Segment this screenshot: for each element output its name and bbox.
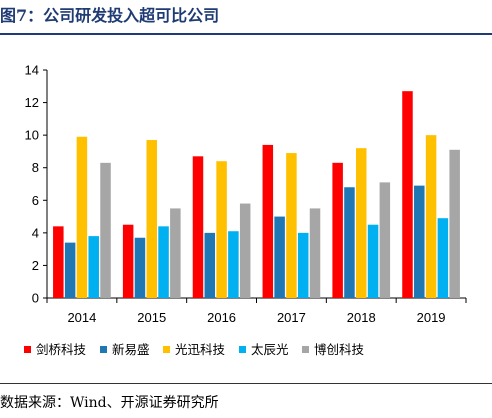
legend-swatch bbox=[302, 346, 309, 353]
y-tick-label: 14 bbox=[25, 63, 39, 78]
title-underline bbox=[0, 33, 492, 35]
bar bbox=[122, 224, 134, 298]
bar bbox=[367, 224, 379, 298]
bar bbox=[100, 162, 111, 298]
legend-label: 太辰光 bbox=[251, 342, 289, 357]
source-note: 数据来源：Wind、开源证券研究所 bbox=[0, 395, 219, 411]
bar bbox=[402, 91, 413, 298]
x-tick-label: 2014 bbox=[67, 310, 96, 325]
x-tick-label: 2018 bbox=[347, 310, 376, 325]
y-tick-label: 0 bbox=[32, 291, 39, 306]
bar bbox=[88, 236, 99, 298]
bar bbox=[192, 156, 204, 298]
bar bbox=[170, 208, 181, 298]
bar-chart: 0 2 4 6 8 10 12 14 2014 2015 2016 2017 2018 2019 剑桥科… bbox=[24, 63, 467, 357]
bar bbox=[274, 216, 285, 298]
x-tick-label: 2015 bbox=[137, 310, 166, 325]
legend-label: 剑桥科技 bbox=[36, 342, 87, 357]
bar bbox=[76, 136, 88, 298]
legend-label: 新易盛 bbox=[112, 342, 150, 357]
x-tick-label: 2019 bbox=[417, 310, 446, 325]
bar bbox=[309, 208, 321, 298]
bar bbox=[239, 203, 251, 298]
y-tick-label: 2 bbox=[32, 258, 39, 273]
bar bbox=[356, 148, 367, 298]
bar bbox=[297, 232, 309, 298]
bar bbox=[449, 149, 460, 298]
bar bbox=[53, 226, 64, 298]
legend-swatch bbox=[24, 346, 31, 353]
legend: 剑桥科技 新易盛 光迅科技 太辰光 博创科技 bbox=[24, 342, 365, 357]
x-tick-label: 2017 bbox=[277, 310, 306, 325]
bar bbox=[134, 237, 146, 298]
footer-rule bbox=[0, 383, 492, 384]
bar bbox=[204, 232, 216, 298]
y-tick-label: 8 bbox=[32, 160, 39, 175]
bar bbox=[425, 135, 437, 298]
bar bbox=[262, 144, 274, 298]
bars bbox=[53, 91, 460, 298]
bar bbox=[332, 162, 343, 298]
bar bbox=[437, 218, 449, 298]
bar bbox=[216, 161, 227, 298]
legend-label: 光迅科技 bbox=[175, 342, 226, 357]
x-tick-label: 2016 bbox=[207, 310, 236, 325]
bar bbox=[228, 231, 239, 298]
y-tick-label: 10 bbox=[25, 128, 39, 143]
bar bbox=[344, 187, 355, 298]
legend-swatch bbox=[239, 346, 246, 353]
bar bbox=[414, 185, 425, 298]
x-axis: 2014 2015 2016 2017 2018 2019 bbox=[46, 297, 467, 325]
y-axis: 0 2 4 6 8 10 12 14 bbox=[25, 63, 48, 306]
y-tick-label: 4 bbox=[32, 225, 39, 240]
bar bbox=[379, 182, 391, 298]
legend-label: 博创科技 bbox=[314, 342, 365, 357]
y-tick-label: 6 bbox=[32, 193, 39, 208]
bar bbox=[286, 153, 297, 298]
y-tick-label: 12 bbox=[25, 95, 39, 110]
bar bbox=[158, 226, 169, 298]
chart-title: 图7：公司研发投入超可比公司 bbox=[0, 6, 220, 25]
bar bbox=[146, 140, 157, 298]
legend-swatch bbox=[100, 346, 107, 353]
legend-swatch bbox=[163, 346, 170, 353]
bar bbox=[64, 242, 76, 298]
